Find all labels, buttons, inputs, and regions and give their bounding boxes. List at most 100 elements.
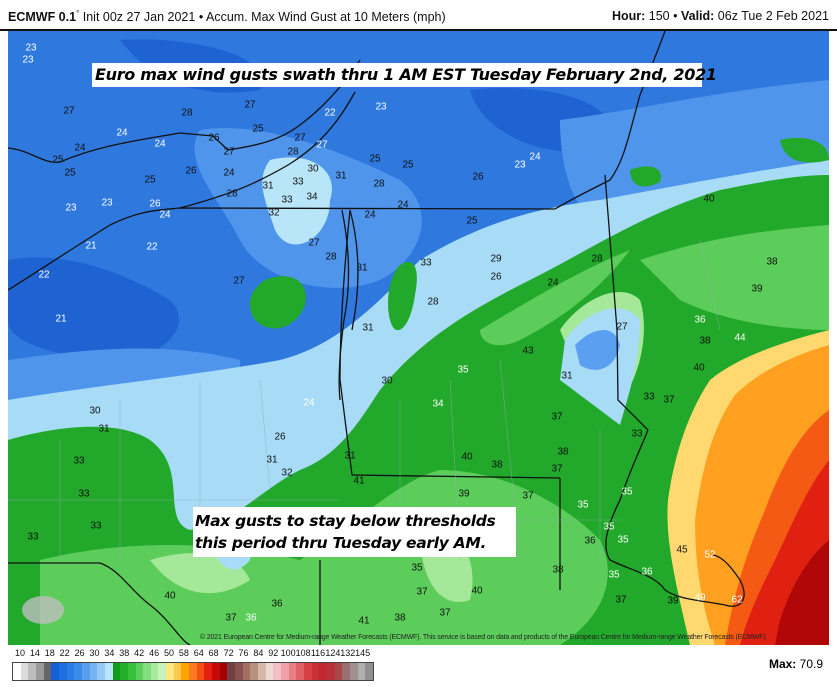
gust-value-label: 31 bbox=[561, 370, 573, 382]
blue-pocket bbox=[575, 330, 620, 370]
colorbar-swatch bbox=[181, 663, 190, 680]
gust-value-label: 23 bbox=[65, 202, 77, 214]
colorbar-tick-label: 38 bbox=[119, 648, 130, 658]
gust-value-label: 38 bbox=[394, 612, 406, 624]
green-blob-1 bbox=[249, 276, 306, 329]
colorbar-swatch bbox=[280, 663, 289, 680]
gust-value-label: 45 bbox=[676, 544, 688, 556]
colorbar-tick-label: 132 bbox=[340, 648, 356, 658]
colorbar-swatch bbox=[81, 663, 90, 680]
colorbar-swatch bbox=[173, 663, 182, 680]
gust-value-label: 40 bbox=[693, 362, 705, 374]
gust-value-label: 29 bbox=[490, 253, 502, 265]
gust-value-label: 35 bbox=[603, 521, 615, 533]
product-name: Accum. Max Wind Gust at 10 Meters (mph) bbox=[206, 10, 446, 25]
gust-value-label: 36 bbox=[694, 314, 706, 326]
gust-value-label: 38 bbox=[557, 446, 569, 458]
gust-value-label: 37 bbox=[663, 394, 675, 406]
gust-value-label: 37 bbox=[439, 607, 451, 619]
colorbar-tick-label: 30 bbox=[89, 648, 100, 658]
gust-value-label: 43 bbox=[522, 345, 534, 357]
colorbar-swatch bbox=[51, 663, 59, 680]
colorbar-swatch bbox=[349, 663, 358, 680]
max-label: Max: bbox=[768, 657, 797, 671]
gust-value-label: 36 bbox=[584, 535, 596, 547]
colorbar-swatch bbox=[112, 663, 121, 680]
colorbar-swatch bbox=[342, 663, 350, 680]
gust-value-label: 33 bbox=[73, 455, 85, 467]
colorbar-tick-label: 34 bbox=[104, 648, 115, 658]
gust-value-label: 37 bbox=[225, 612, 237, 624]
colorbar-swatch bbox=[265, 663, 274, 680]
gust-value-label: 31 bbox=[356, 262, 368, 274]
gust-value-label: 24 bbox=[529, 151, 541, 163]
colorbar-swatch bbox=[242, 663, 251, 680]
colorbar-ticks: 10 14 18 22 26 30 34 38 42 46 50 58 64 68 72 76 84 92 100 1… bbox=[0, 648, 400, 660]
gust-value-label: 27 bbox=[308, 237, 320, 249]
colorbar-swatch bbox=[74, 663, 82, 680]
gust-value-label: 23 bbox=[22, 54, 34, 66]
gust-value-label: 31 bbox=[262, 180, 274, 192]
gust-value-label: 38 bbox=[491, 459, 503, 471]
green-blob-2 bbox=[388, 261, 417, 331]
colorbar bbox=[12, 662, 374, 681]
gust-value-label: 35 bbox=[617, 534, 629, 546]
gust-value-label: 36 bbox=[641, 566, 653, 578]
map-header: ECMWF 0.1° Init 00z 27 Jan 2021 • Accum.… bbox=[0, 0, 837, 31]
colorbar-swatch bbox=[43, 663, 52, 680]
colorbar-swatch bbox=[303, 663, 312, 680]
colorbar-swatch bbox=[273, 663, 281, 680]
annotation-bottom-line1: Max gusts to stay below thresholds bbox=[195, 512, 496, 530]
canada-border-line bbox=[8, 59, 556, 291]
gust-value-label: 49 bbox=[694, 592, 706, 604]
colorbar-tick-label: 124 bbox=[325, 648, 341, 658]
ocean-dark-red bbox=[775, 540, 829, 645]
gust-value-label: 39 bbox=[751, 283, 763, 295]
header-right: Hour: 150 • Valid: 06z Tue 2 Feb 2021 bbox=[612, 9, 829, 23]
colorbar-swatch bbox=[235, 663, 243, 680]
gust-value-label: 25 bbox=[466, 215, 478, 227]
gust-value-label: 28 bbox=[591, 253, 603, 265]
gust-value-label: 25 bbox=[369, 153, 381, 165]
header-left: ECMWF 0.1° Init 00z 27 Jan 2021 • Accum.… bbox=[8, 9, 446, 24]
gust-value-label: 27 bbox=[316, 139, 328, 151]
gust-value-label: 36 bbox=[271, 598, 283, 610]
gust-value-label: 27 bbox=[223, 146, 235, 158]
colorbar-swatch bbox=[189, 663, 197, 680]
gust-value-label: 23 bbox=[25, 42, 37, 54]
colorbar-tick-label: 76 bbox=[238, 648, 249, 658]
colorbar-tick-label: 84 bbox=[253, 648, 264, 658]
gust-value-label: 22 bbox=[324, 107, 336, 119]
max-readout: Max: 70.9 bbox=[769, 657, 823, 671]
gust-value-label: 39 bbox=[667, 595, 679, 607]
gust-value-label: 40 bbox=[461, 451, 473, 463]
separator: • bbox=[198, 10, 204, 25]
gust-value-label: 25 bbox=[52, 154, 64, 166]
gust-value-label: 27 bbox=[294, 132, 306, 144]
gust-value-label: 31 bbox=[362, 322, 374, 334]
colorbar-tick-label: 108 bbox=[295, 648, 311, 658]
gust-value-label: 34 bbox=[432, 398, 444, 410]
gust-value-label: 33 bbox=[643, 391, 655, 403]
colorbar-tick-label: 145 bbox=[355, 648, 371, 658]
green-blob-3 bbox=[630, 137, 829, 187]
valid-label: Valid: bbox=[680, 9, 715, 23]
gust-value-label: 30 bbox=[381, 375, 393, 387]
gust-value-label: 31 bbox=[98, 423, 110, 435]
gust-value-label: 26 bbox=[472, 171, 484, 183]
colorbar-tick-label: 18 bbox=[44, 648, 55, 658]
light-cyan-patch bbox=[262, 157, 332, 245]
colorbar-tick-label: 50 bbox=[163, 648, 175, 658]
colorbar-tick-label: 92 bbox=[268, 648, 279, 658]
gust-value-label: 24 bbox=[397, 199, 409, 211]
colorbar-swatch bbox=[357, 663, 366, 680]
st-lawrence-river bbox=[179, 91, 356, 209]
colorbar-swatch bbox=[258, 663, 266, 680]
gust-value-label: 35 bbox=[411, 562, 423, 574]
copyright-text: © 2021 European Centre for Medium-range … bbox=[200, 634, 768, 641]
gust-value-label: 34 bbox=[306, 191, 318, 203]
gust-value-label: 32 bbox=[281, 467, 293, 479]
gust-value-label: 31 bbox=[335, 170, 347, 182]
gust-value-label: 33 bbox=[281, 194, 293, 206]
separator: • bbox=[673, 9, 678, 23]
